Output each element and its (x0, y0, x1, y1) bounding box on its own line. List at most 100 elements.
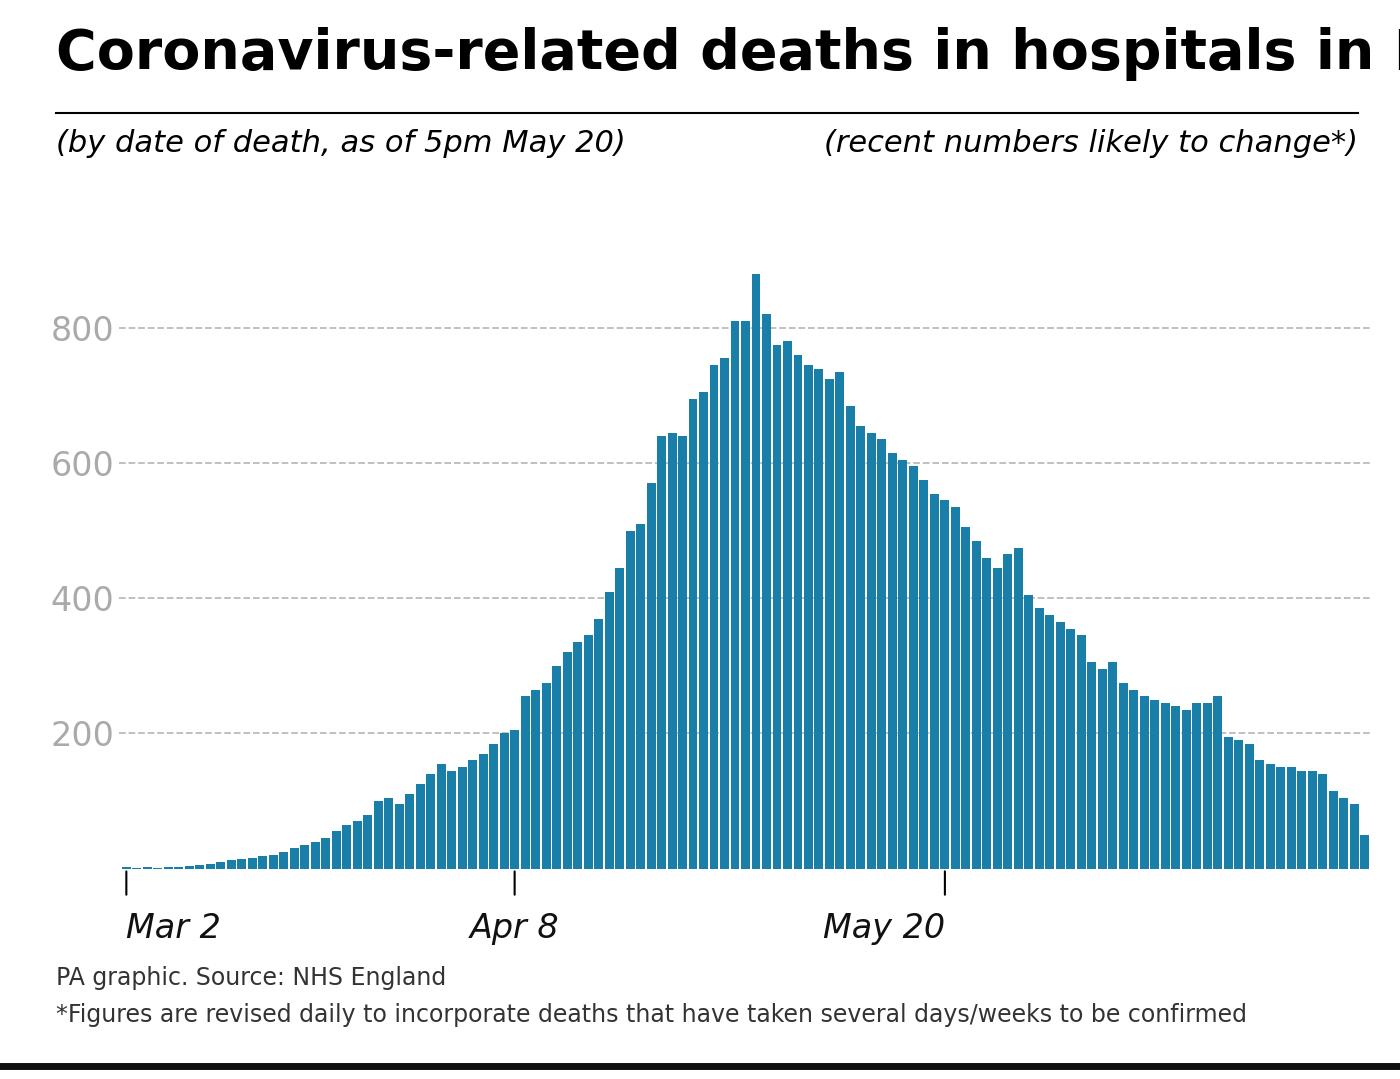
Bar (993, 568, 1002, 869)
Bar (636, 524, 645, 869)
Bar (1088, 663, 1096, 869)
Bar (962, 528, 970, 869)
Bar (773, 345, 781, 869)
Bar (164, 868, 172, 869)
Bar (510, 730, 519, 869)
Bar (332, 832, 340, 869)
Text: Apr 8: Apr 8 (470, 912, 560, 945)
Bar (657, 436, 666, 869)
Bar (1308, 770, 1316, 869)
Bar (311, 842, 319, 869)
Text: Mar 2: Mar 2 (126, 912, 221, 945)
Bar (825, 379, 834, 869)
Bar (909, 466, 918, 869)
Bar (794, 355, 802, 869)
Bar (227, 860, 235, 869)
Text: (by date of death, as of 5pm May 20): (by date of death, as of 5pm May 20) (56, 129, 626, 159)
Bar (542, 683, 550, 869)
Bar (1256, 761, 1264, 869)
Bar (573, 642, 582, 869)
Bar (531, 689, 540, 869)
Bar (1130, 689, 1138, 869)
Bar (752, 274, 760, 869)
Bar (563, 653, 571, 869)
Bar (762, 314, 771, 869)
Bar (615, 568, 624, 869)
Bar (279, 851, 288, 869)
Bar (689, 399, 697, 869)
Bar (741, 322, 750, 869)
Text: PA graphic. Source: NHS England: PA graphic. Source: NHS England (56, 966, 447, 989)
Bar (1109, 663, 1117, 869)
Bar (363, 815, 372, 869)
Bar (395, 805, 403, 869)
Bar (626, 531, 634, 869)
Bar (426, 774, 435, 869)
Bar (1329, 791, 1337, 869)
Bar (1287, 767, 1295, 869)
Bar (321, 838, 330, 869)
Bar (1025, 595, 1033, 869)
Bar (489, 743, 498, 869)
Bar (238, 859, 246, 869)
Bar (678, 436, 687, 869)
Bar (930, 493, 939, 869)
Bar (1140, 696, 1149, 869)
Bar (731, 322, 739, 869)
Bar (941, 501, 949, 869)
Bar (1119, 683, 1128, 869)
Bar (1172, 707, 1180, 869)
Bar (384, 797, 393, 869)
Bar (888, 453, 897, 869)
Bar (1014, 547, 1023, 869)
Bar (1067, 629, 1075, 869)
Bar (185, 865, 193, 869)
Bar (143, 866, 151, 869)
Bar (122, 868, 130, 869)
Bar (668, 433, 676, 869)
Bar (836, 372, 844, 869)
Bar (1266, 764, 1274, 869)
Bar (1277, 767, 1285, 869)
Bar (374, 801, 382, 869)
Bar (951, 507, 960, 869)
Bar (920, 480, 928, 869)
Bar (972, 541, 981, 869)
Bar (405, 794, 414, 869)
Bar (500, 734, 508, 869)
Bar (479, 754, 487, 869)
Bar (248, 858, 256, 869)
Bar (1235, 740, 1243, 869)
Bar (1350, 805, 1358, 869)
Bar (857, 426, 865, 869)
Bar (196, 865, 204, 869)
Bar (552, 666, 561, 869)
Bar (206, 864, 214, 869)
Text: (recent numbers likely to change*): (recent numbers likely to change*) (825, 129, 1358, 159)
Text: May 20: May 20 (823, 912, 945, 945)
Bar (342, 824, 351, 869)
Bar (458, 767, 466, 869)
Bar (1340, 797, 1348, 869)
Bar (1151, 699, 1159, 869)
Bar (605, 591, 613, 869)
Text: *Figures are revised daily to incorporate deaths that have taken several days/we: *Figures are revised daily to incorporat… (56, 1003, 1247, 1027)
Bar (1245, 743, 1253, 869)
Bar (1298, 770, 1306, 869)
Bar (1161, 704, 1170, 869)
Bar (804, 365, 813, 869)
Bar (217, 862, 225, 869)
Bar (175, 866, 183, 869)
Bar (815, 369, 823, 869)
Bar (710, 365, 718, 869)
Bar (1077, 636, 1086, 869)
Bar (468, 761, 477, 869)
Bar (1361, 835, 1369, 869)
Bar (647, 483, 655, 869)
Text: Coronavirus-related deaths in hospitals in England: Coronavirus-related deaths in hospitals … (56, 27, 1400, 81)
Bar (878, 439, 886, 869)
Bar (783, 341, 792, 869)
Bar (1319, 774, 1327, 869)
Bar (1098, 669, 1107, 869)
Bar (259, 857, 267, 869)
